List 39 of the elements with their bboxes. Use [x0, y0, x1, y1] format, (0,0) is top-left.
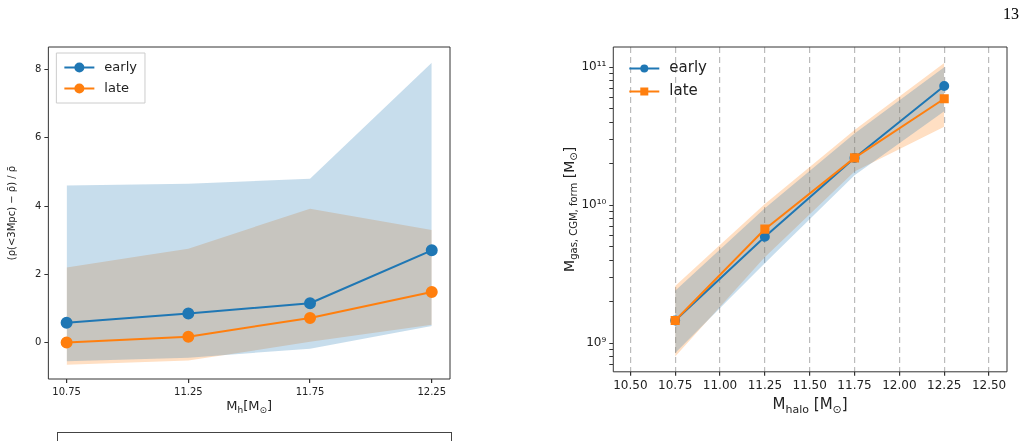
point — [60, 316, 73, 329]
x-tick-label: 12.25 — [927, 378, 962, 393]
x-tick-label: 12.25 — [417, 385, 447, 397]
x-tick-label: 10.75 — [657, 378, 693, 393]
y-tick-label: 8 — [34, 63, 42, 75]
x-tick-label: 11.25 — [747, 378, 783, 393]
point — [182, 307, 195, 320]
point — [304, 297, 317, 310]
point — [939, 94, 949, 104]
legend-label: late — [669, 81, 698, 100]
x-tick-label: 11.75 — [837, 378, 872, 393]
x-tick-label: 11.00 — [702, 378, 738, 393]
legend-label: late — [104, 79, 130, 95]
x-tick-label: 12.50 — [971, 378, 1007, 393]
y-tick-label: 2 — [34, 267, 42, 279]
x-tick-label: 10.75 — [52, 385, 81, 397]
x-tick-label: 12.00 — [882, 378, 917, 393]
text: 13 — [1003, 5, 1019, 23]
y-tick-label: 10¹⁰ — [581, 197, 607, 212]
legend-label: early — [669, 58, 708, 77]
y-tick-label: 0 — [34, 336, 42, 348]
point — [939, 81, 950, 92]
y-tick-label: 10¹¹ — [581, 59, 607, 74]
y-tick-label: 6 — [34, 131, 42, 143]
x-tick-label: 11.75 — [295, 385, 325, 397]
point — [60, 336, 73, 349]
x-tick-label: 11.50 — [792, 378, 827, 393]
point — [760, 224, 770, 234]
point — [425, 244, 438, 257]
x-tick-label: 10.50 — [613, 378, 648, 393]
point — [304, 311, 317, 324]
x-tick-label: 11.25 — [174, 385, 203, 397]
point — [425, 285, 438, 298]
y-tick-label: 10⁹ — [586, 335, 607, 350]
legend-label: early — [104, 58, 138, 74]
y-axis-title: (ρ(<3Mpc) − ρ̄) / ρ̄ — [5, 165, 17, 261]
point — [182, 330, 195, 343]
y-axis-title: Mgas, CGM, form [M⊙] — [560, 146, 579, 272]
y-tick-label: 4 — [34, 199, 42, 211]
